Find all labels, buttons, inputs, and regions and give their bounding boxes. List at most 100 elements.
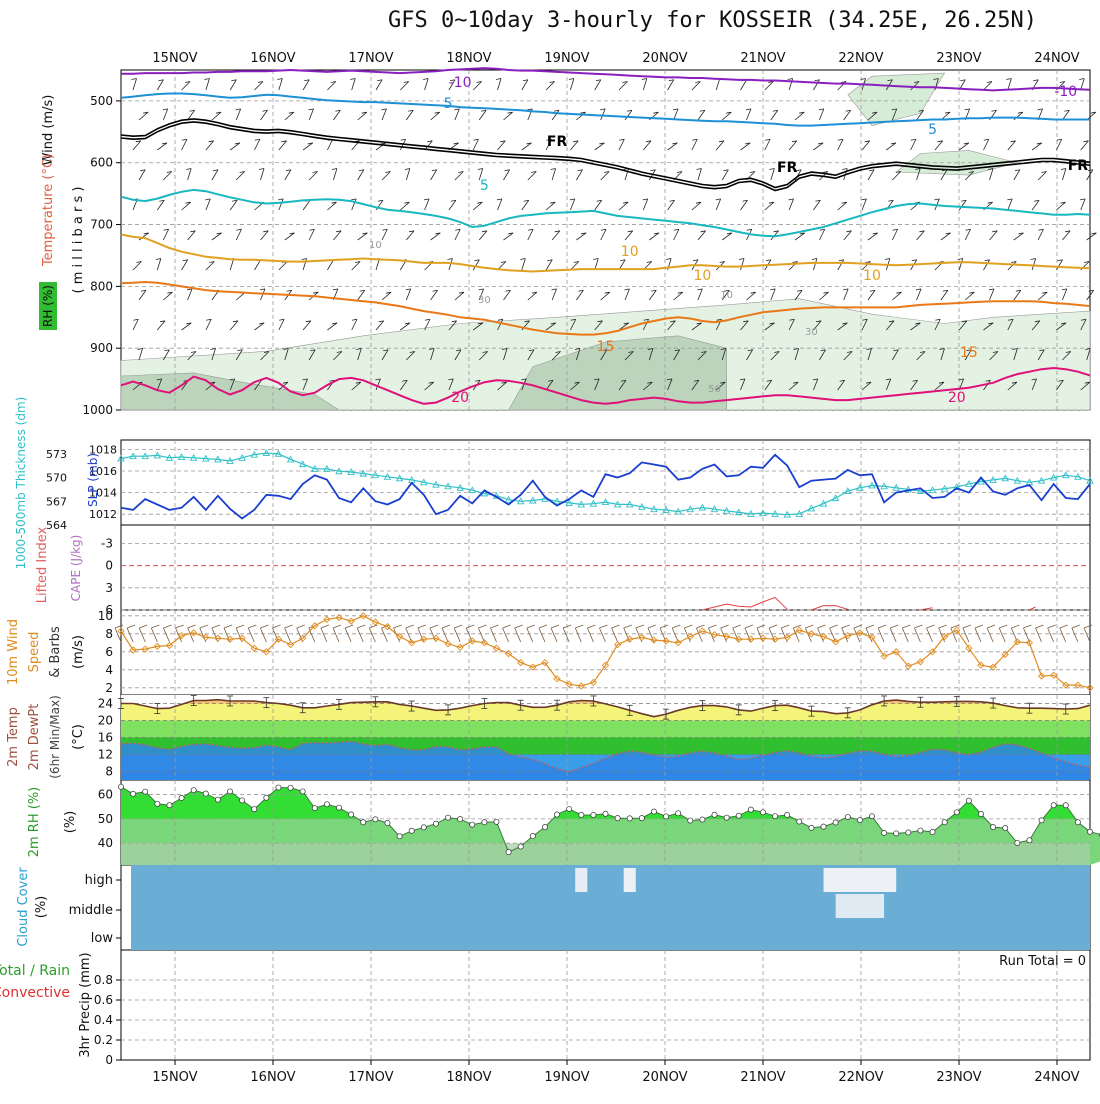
wind-axis-label-1: 10m Wind bbox=[6, 619, 21, 685]
temp-tick-label: 12 bbox=[98, 748, 113, 762]
date-label-top: 17NOV bbox=[348, 51, 393, 66]
wind-barb-flag bbox=[285, 625, 293, 628]
rh-point bbox=[191, 788, 196, 793]
wind-barb bbox=[1048, 628, 1054, 642]
rh-point bbox=[1027, 838, 1032, 843]
temp-tick-label: 16 bbox=[98, 731, 113, 745]
rh-point bbox=[579, 812, 584, 817]
precip-tick-label: 0.2 bbox=[94, 1033, 113, 1047]
wind-barb-flag bbox=[939, 625, 947, 628]
wind-barb bbox=[206, 141, 214, 150]
wind-barb-flag bbox=[769, 169, 774, 170]
rh-point bbox=[651, 809, 656, 814]
rh-point bbox=[615, 816, 620, 821]
wind-barb bbox=[473, 81, 481, 90]
wind-barb bbox=[182, 260, 188, 270]
wind-barb bbox=[406, 231, 414, 240]
pressure-tick-label: 600 bbox=[90, 156, 113, 170]
li-tick-label: 3 bbox=[105, 581, 113, 595]
wind-barb-flag bbox=[496, 79, 501, 80]
date-label-top: 16NOV bbox=[250, 51, 295, 66]
wind-barb-flag bbox=[466, 625, 474, 628]
rh-point bbox=[724, 815, 729, 820]
wind-barb bbox=[321, 628, 327, 642]
date-label-bottom: 15NOV bbox=[152, 1070, 197, 1085]
wind-barb bbox=[206, 199, 210, 210]
wind-barb bbox=[357, 628, 363, 642]
wind-barb bbox=[1008, 261, 1016, 270]
wind-barb bbox=[115, 628, 121, 642]
rh-point bbox=[869, 814, 874, 819]
wind-barb bbox=[692, 81, 700, 90]
wind-barb bbox=[309, 229, 314, 240]
wind-barb bbox=[382, 109, 386, 120]
wind-barb bbox=[400, 81, 408, 90]
wind-barb-flag bbox=[212, 625, 220, 628]
wind-barb bbox=[741, 80, 747, 90]
wind-barb bbox=[473, 260, 479, 270]
wind-barb bbox=[425, 199, 429, 210]
wind-barb bbox=[1008, 79, 1012, 90]
wind-barb bbox=[990, 231, 998, 240]
wind-barb bbox=[552, 289, 556, 300]
wind-barb bbox=[163, 628, 169, 642]
wind-barb-flag bbox=[272, 625, 280, 628]
precip-total-label: Total / Rain bbox=[0, 963, 70, 979]
wind-barb bbox=[261, 231, 269, 240]
thickness-tick-label: 573 bbox=[46, 448, 67, 461]
temp-axis-label-2: 2m DewPt bbox=[27, 704, 42, 771]
temp-tick-label: 24 bbox=[98, 697, 113, 711]
wind-barb-flag bbox=[259, 169, 264, 170]
wind-barb bbox=[230, 200, 237, 210]
wind-barb bbox=[157, 259, 161, 270]
rh-point bbox=[567, 806, 572, 811]
rh-point bbox=[397, 834, 402, 839]
wind-barb bbox=[285, 170, 291, 180]
wind-barb bbox=[139, 628, 145, 642]
precip-tick-label: 0.4 bbox=[94, 1013, 113, 1027]
temp-axis-label-4: (°C) bbox=[71, 724, 86, 750]
rh-point bbox=[445, 815, 450, 820]
wind-barb-flag bbox=[1036, 625, 1044, 628]
wind-barb bbox=[224, 628, 230, 642]
rh-point bbox=[264, 795, 269, 800]
wind-barb-flag bbox=[975, 625, 983, 628]
wind-barb bbox=[1081, 141, 1089, 150]
wind-barb-flag bbox=[660, 625, 668, 628]
precip-convective-label: Convective bbox=[0, 985, 70, 1001]
wind-barb bbox=[376, 321, 384, 330]
pressure-tick-label: 800 bbox=[90, 279, 113, 293]
rh-point bbox=[336, 805, 341, 810]
wind-barb-flag bbox=[1048, 625, 1056, 628]
wind-barb-flag bbox=[818, 625, 826, 628]
rh-point bbox=[215, 797, 220, 802]
wind-barb-flag bbox=[781, 625, 789, 628]
wind-barb bbox=[478, 628, 484, 642]
wind-barb-flag bbox=[321, 625, 329, 628]
wind-barb bbox=[369, 628, 375, 642]
wind-barb bbox=[279, 79, 283, 90]
rh-point bbox=[506, 850, 511, 855]
rh-point bbox=[179, 795, 184, 800]
wind-barb-flag bbox=[405, 169, 410, 170]
wind-barb bbox=[975, 628, 981, 642]
wind-barb bbox=[563, 628, 569, 642]
wind-barb bbox=[990, 169, 994, 180]
wind-barb bbox=[595, 200, 602, 210]
pressure-tick-label: 500 bbox=[90, 94, 113, 108]
contour-label: 15 bbox=[960, 345, 978, 361]
temp-axis-label-1: 2m Temp bbox=[6, 707, 21, 767]
thickness-tick-label: 567 bbox=[46, 495, 67, 508]
wind-barb bbox=[279, 199, 283, 210]
wind-barb bbox=[279, 319, 284, 330]
rh-point bbox=[845, 814, 850, 819]
rh-point bbox=[385, 820, 390, 825]
wind-barb bbox=[600, 628, 606, 642]
wind-barb bbox=[716, 199, 720, 210]
wind-barb bbox=[722, 170, 728, 180]
rh-point bbox=[118, 784, 123, 789]
wind-barb bbox=[522, 80, 528, 90]
rh-point bbox=[942, 820, 947, 825]
wind-barb bbox=[157, 321, 165, 330]
rh-tick-label: 40 bbox=[98, 836, 113, 850]
